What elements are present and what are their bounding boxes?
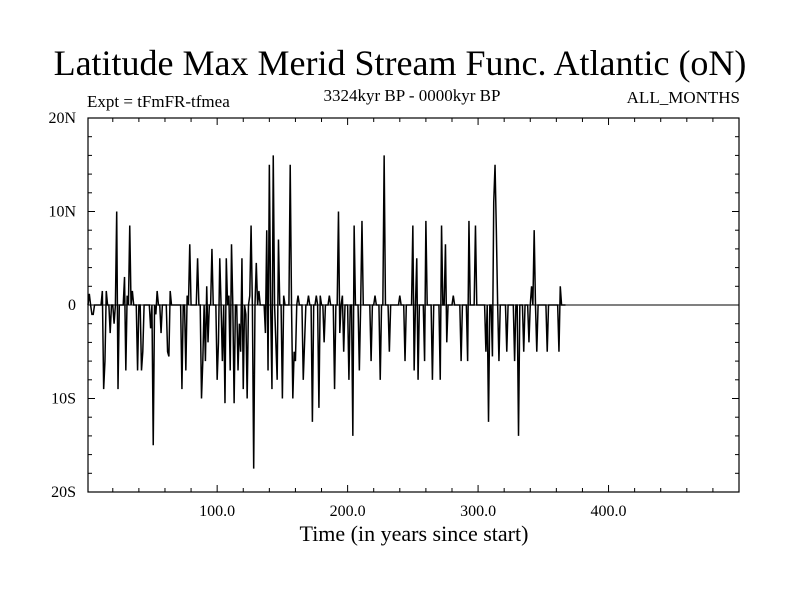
y-tick-label: 0: [68, 297, 76, 314]
time-range-label: 3324kyr BP - 0000kyr BP: [323, 86, 501, 105]
x-tick-label: 100.0: [199, 503, 235, 520]
y-tick-label: 20N: [48, 110, 76, 127]
x-tick-label: 400.0: [591, 503, 627, 520]
y-tick-label: 10S: [51, 391, 76, 408]
x-tick-label: 300.0: [460, 503, 496, 520]
series-line: [87, 155, 566, 469]
x-axis-label: Time (in years since start): [299, 521, 529, 546]
experiment-label: Expt = tFmFR-tfmea: [87, 92, 230, 111]
y-tick-label: 20S: [51, 484, 76, 501]
y-tick-label: 10N: [48, 204, 76, 221]
x-tick-label: 200.0: [330, 503, 366, 520]
months-label: ALL_MONTHS: [626, 88, 740, 107]
chart-title: Latitude Max Merid Stream Func. Atlantic…: [53, 43, 747, 83]
axis-tick-labels: 20N 10N 0 10S 20S 100.0 200.0 300.0 400.0: [48, 110, 626, 520]
